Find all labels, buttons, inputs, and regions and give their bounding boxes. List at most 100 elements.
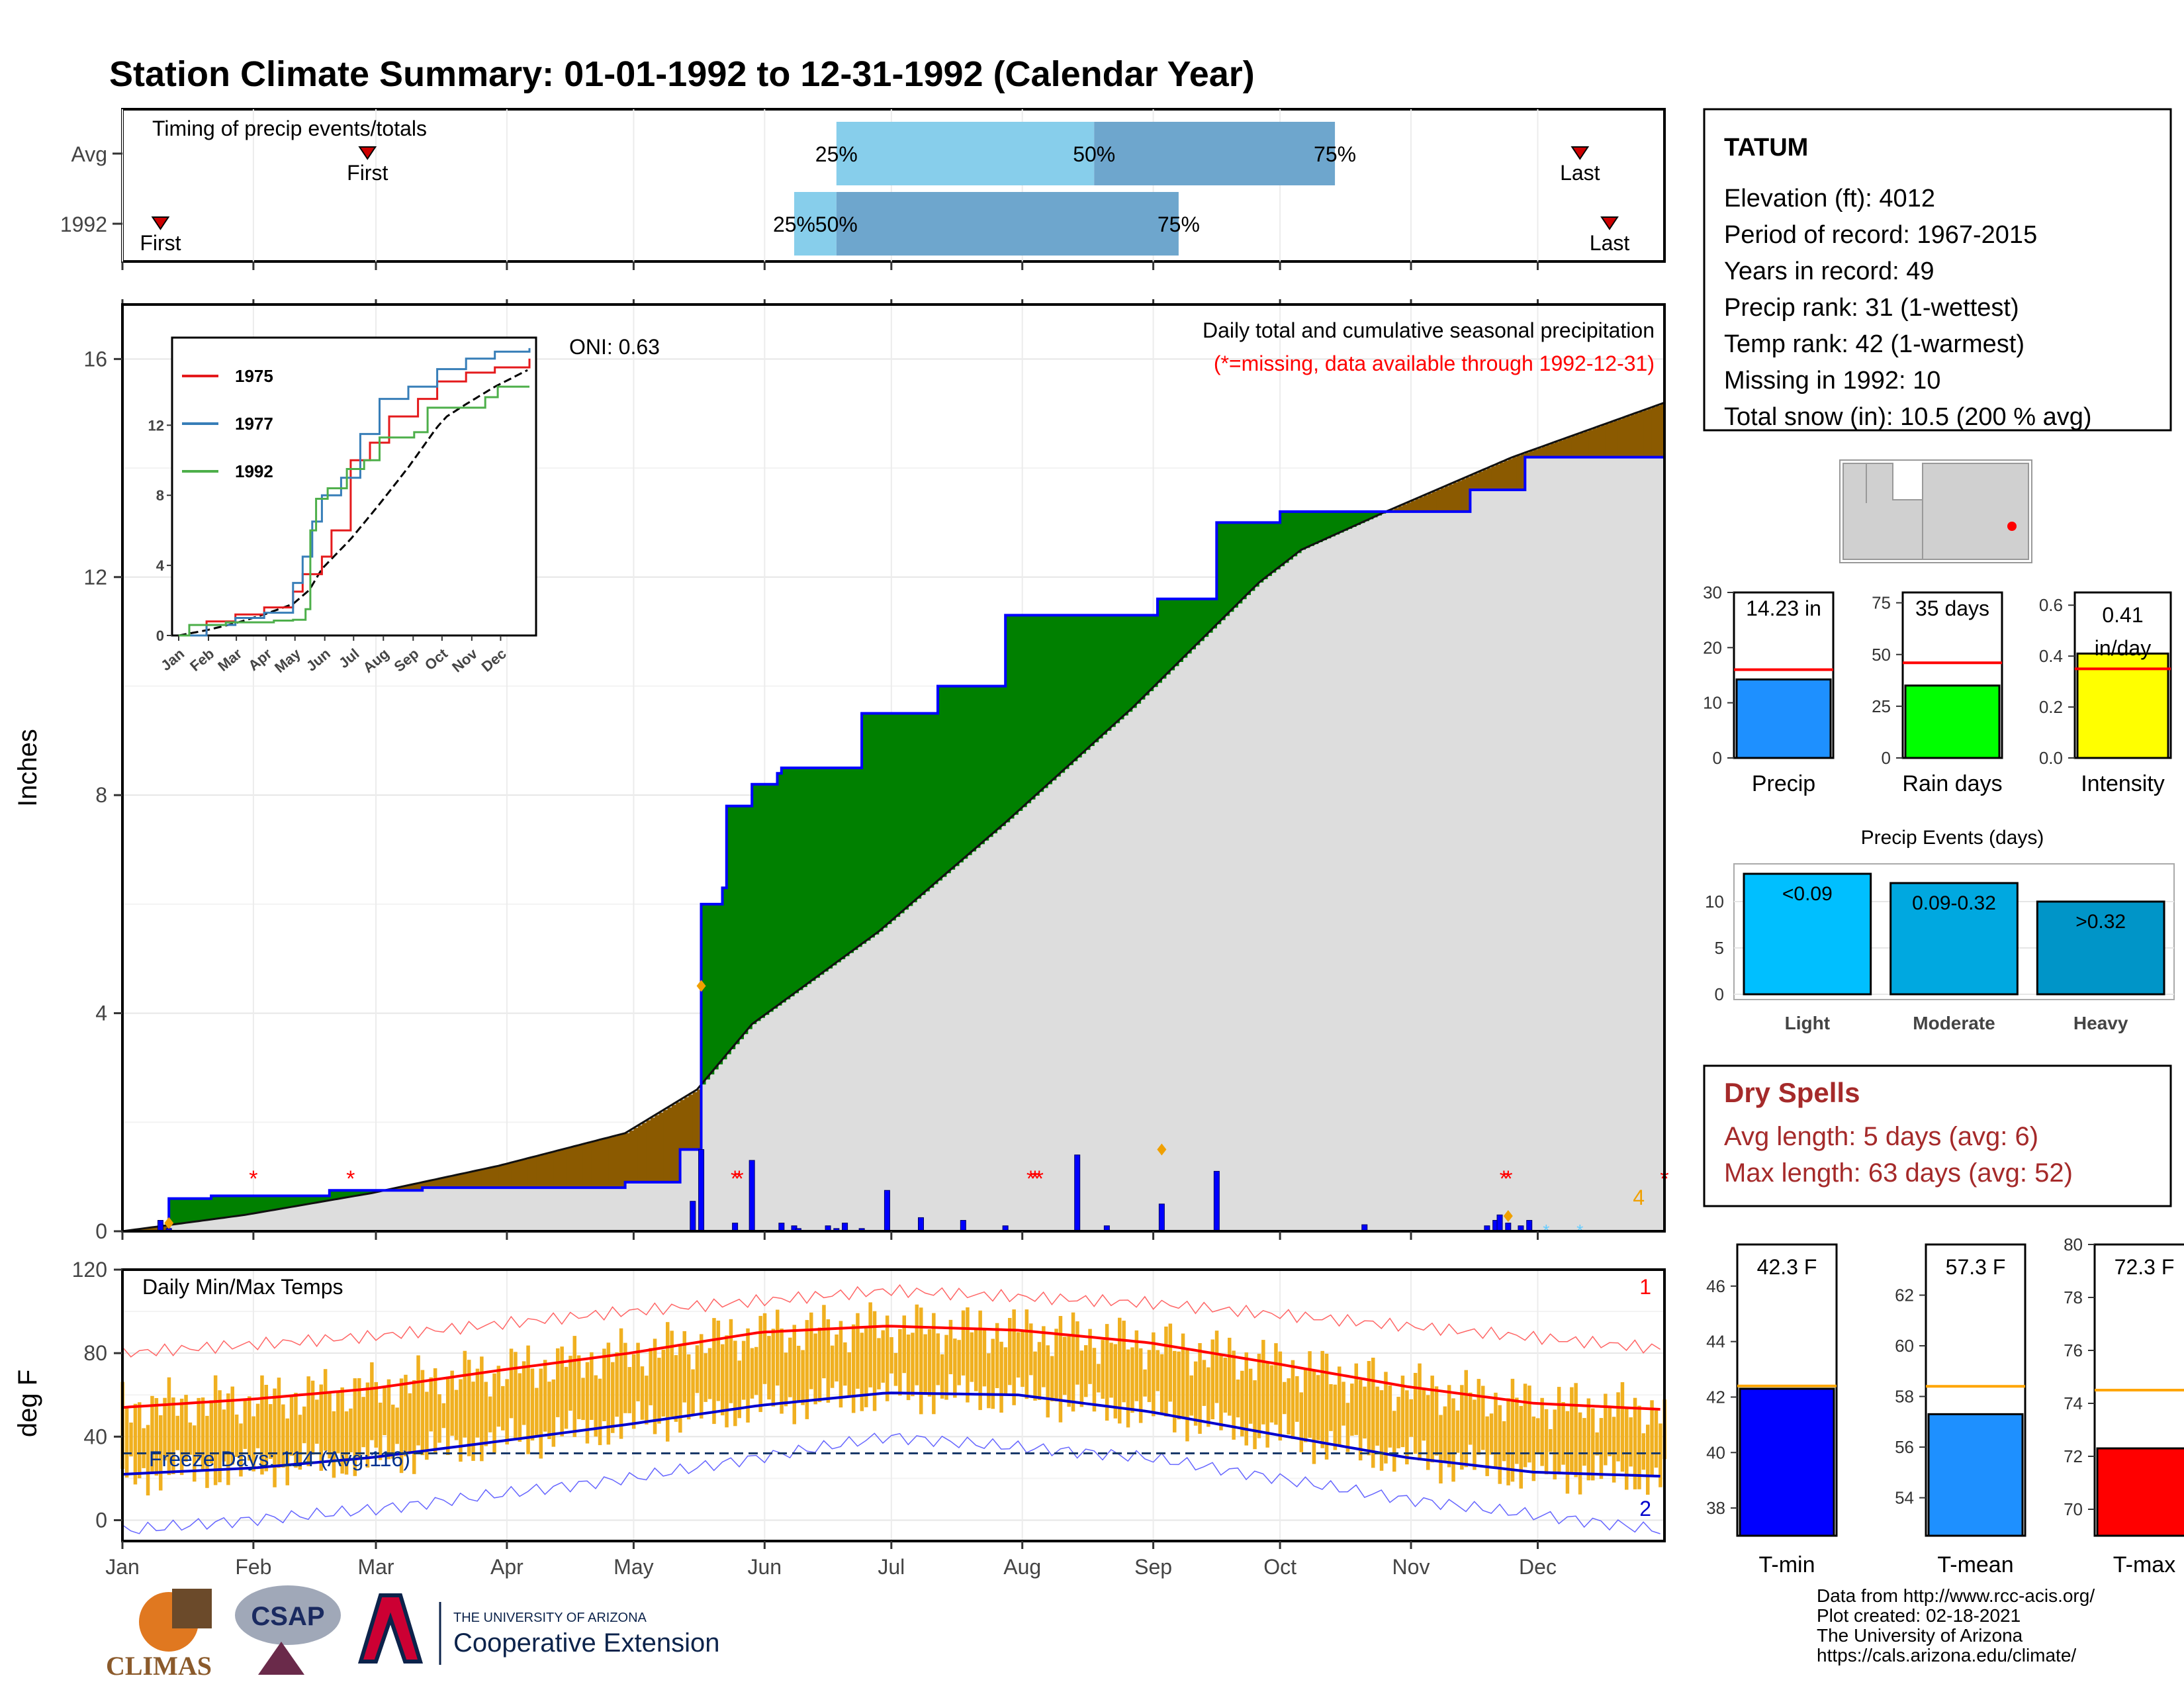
below-average-segment	[1504, 461, 1509, 490]
daily-temp-bar	[809, 1312, 813, 1389]
summary-value-Intensity: 0.41	[2102, 603, 2143, 627]
summary-tick-label: 20	[1703, 637, 1722, 657]
inset-series-line-1977	[179, 348, 531, 637]
below-average-segment	[469, 1172, 474, 1188]
below-average-segment	[502, 1164, 508, 1188]
daily-temp-bar	[1650, 1400, 1654, 1476]
record-high-count: 1	[1639, 1275, 1651, 1299]
daily-temp-bar	[704, 1353, 707, 1402]
daily-temp-bar	[598, 1378, 602, 1446]
daily-temp-bar	[970, 1332, 974, 1382]
missing-day-marker-icon: *	[1035, 1166, 1044, 1192]
temp-summary-tick-label: 78	[2064, 1288, 2083, 1307]
daily-precip-bar	[1158, 1203, 1165, 1232]
daily-temp-bar	[154, 1398, 159, 1476]
daily-temp-bar	[226, 1393, 230, 1485]
daily-temp-bar	[213, 1375, 218, 1485]
above-average-segment	[1115, 615, 1120, 724]
timing-iqr-low	[836, 122, 1095, 185]
above-average-segment	[815, 768, 820, 978]
above-average-segment	[887, 713, 892, 924]
precip-cumulative-areas	[122, 401, 1665, 1233]
daily-temp-bar	[1147, 1350, 1152, 1403]
daily-temp-bar	[725, 1335, 729, 1428]
above-average-segment	[1288, 511, 1293, 560]
below-average-segment	[667, 1107, 672, 1182]
daily-temp-bar	[205, 1415, 209, 1488]
above-average-segment	[963, 686, 968, 859]
daily-temp-bar	[268, 1404, 273, 1459]
above-average-segment	[874, 713, 880, 935]
above-average-segment	[1073, 615, 1078, 762]
temp-summary-name: T-max	[2113, 1552, 2175, 1577]
daily-temp-bar	[932, 1313, 936, 1415]
below-average-segment	[646, 1120, 651, 1182]
below-average-segment	[511, 1162, 516, 1188]
daily-temp-bar	[1409, 1399, 1413, 1437]
summary-bar-Precip	[1735, 678, 1832, 759]
daily-temp-bar	[1033, 1351, 1037, 1401]
above-average-segment	[1242, 522, 1247, 600]
temp-summary-tick-label: 74	[2064, 1393, 2083, 1413]
below-average-segment	[671, 1105, 676, 1182]
above-average-segment	[764, 784, 770, 1015]
daily-temp-bar	[1075, 1321, 1079, 1385]
daily-temp-bar	[1384, 1372, 1388, 1464]
footer-credit-line: The University of Arizona	[1817, 1625, 2023, 1646]
daily-precip-bar	[917, 1217, 924, 1232]
above-average-segment	[1153, 615, 1158, 687]
below-average-segment	[148, 1227, 153, 1231]
daily-temp-bar	[636, 1342, 640, 1401]
above-average-segment	[752, 784, 757, 1025]
above-average-segment	[1022, 615, 1027, 808]
daily-temp-bar	[332, 1411, 336, 1478]
below-average-segment	[629, 1130, 634, 1182]
daily-temp-bar	[864, 1328, 868, 1407]
summary-value-Rain days: 35 days	[1915, 596, 1989, 620]
daily-temp-bar	[315, 1399, 319, 1444]
timing-iqr-high	[836, 192, 1179, 256]
daily-temp-bar	[129, 1423, 133, 1457]
below-average-segment	[1445, 486, 1450, 512]
below-average-segment	[439, 1178, 444, 1188]
daily-temp-bar	[1468, 1392, 1473, 1445]
below-average-segment	[1466, 477, 1471, 512]
daily-temp-bar	[1278, 1351, 1283, 1441]
below-average-segment	[684, 1097, 689, 1150]
daily-temp-bar	[843, 1342, 847, 1386]
daily-temp-bar	[133, 1403, 138, 1485]
summary-tick-label: 75	[1872, 593, 1891, 613]
first-event-label: First	[140, 231, 181, 255]
precip-y-tick-label: 4	[95, 1002, 107, 1025]
above-average-segment	[1351, 511, 1357, 527]
above-average-segment	[211, 1196, 216, 1220]
daily-temp-bar	[539, 1368, 543, 1459]
timing-q75-label: 75%	[1158, 212, 1200, 236]
above-average-segment	[1170, 598, 1175, 671]
daily-temp-bar	[847, 1352, 851, 1397]
below-average-segment	[570, 1147, 575, 1188]
daily-temp-bar	[243, 1398, 248, 1449]
above-average-segment	[709, 904, 715, 1075]
above-average-segment	[1183, 598, 1188, 658]
below-average-segment	[1508, 459, 1513, 490]
daily-temp-bar	[142, 1428, 146, 1468]
below-average-segment	[405, 1186, 410, 1191]
daily-temp-bar	[1400, 1376, 1405, 1448]
daily-temp-bar	[1586, 1398, 1591, 1481]
daily-temp-bar	[146, 1425, 150, 1496]
below-average-segment	[545, 1154, 550, 1188]
daily-temp-bar	[1612, 1417, 1616, 1483]
above-average-segment	[1263, 522, 1268, 579]
below-average-segment	[1580, 433, 1585, 457]
daily-temp-bar	[1633, 1397, 1637, 1489]
above-average-segment	[1060, 615, 1066, 773]
below-average-segment	[561, 1149, 567, 1188]
above-average-segment	[1013, 615, 1019, 815]
daily-temp-bar	[1489, 1413, 1494, 1455]
daily-temp-bar	[653, 1338, 657, 1434]
below-average-segment	[498, 1166, 504, 1188]
first-event-label: First	[347, 161, 388, 185]
below-average-segment	[553, 1151, 559, 1188]
